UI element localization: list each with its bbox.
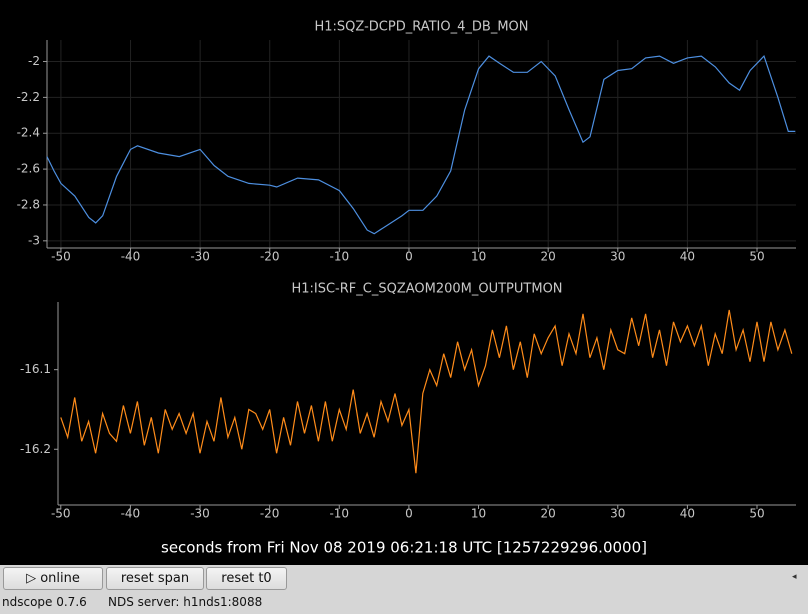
data-line [60, 309, 793, 474]
x-tick-label: 50 [749, 507, 764, 521]
x-tick-label: -20 [260, 507, 280, 521]
x-tick-label: 40 [680, 507, 695, 521]
x-tick-label: 30 [610, 250, 625, 264]
x-tick-label: -50 [51, 250, 71, 264]
x-tick-label: 10 [471, 507, 486, 521]
x-tick-label: 40 [680, 250, 695, 264]
x-tick-label: -20 [260, 250, 280, 264]
x-tick-label: 20 [541, 507, 556, 521]
x-tick-label: 10 [471, 250, 486, 264]
x-tick-label: 0 [405, 250, 413, 264]
online-button[interactable]: ▷ online [3, 567, 103, 590]
version: ndscope 0.7.6 [2, 595, 87, 609]
chart-title: H1:ISC-RF_C_SQZAOM200M_OUTPUTMON [291, 282, 562, 297]
x-tick-label: -10 [330, 250, 350, 264]
reset-t0-button[interactable]: reset t0 [206, 567, 287, 590]
y-tick-label: -3 [28, 233, 40, 247]
x-tick-label: -30 [190, 250, 210, 264]
y-tick-label: -2.2 [17, 90, 40, 104]
y-tick-label: -2.4 [17, 126, 40, 140]
scroll-arrow[interactable]: ◂ [792, 572, 797, 582]
plots: seconds from Fri Nov 08 2019 06:21:18 UT… [0, 0, 808, 565]
x-tick-label: 30 [610, 507, 625, 521]
y-tick-label: -16.2 [20, 442, 51, 456]
x-tick-label: 0 [405, 507, 413, 521]
y-tick-label: -16.1 [20, 362, 51, 376]
x-tick-label: -40 [121, 250, 141, 264]
reset-span-button[interactable]: reset span [106, 567, 204, 590]
x-tick-label: -50 [51, 507, 71, 521]
x-tick-label: 20 [541, 250, 556, 264]
y-tick-label: -2 [28, 54, 40, 68]
y-tick-label: -2.6 [17, 162, 40, 176]
chart: seconds from Fri Nov 08 2019 06:21:18 UT… [17, 20, 796, 557]
x-tick-label: -40 [121, 507, 141, 521]
y-tick-label: -2.8 [17, 197, 40, 211]
x-axis-label: seconds from Fri Nov 08 2019 06:21:18 UT… [161, 539, 647, 557]
chart-title: H1:SQZ-DCPD_RATIO_4_DB_MON [315, 20, 529, 35]
data-line [46, 54, 796, 235]
x-tick-label: -10 [329, 507, 349, 521]
x-tick-label: -30 [190, 507, 210, 521]
x-tick-label: 50 [749, 250, 764, 264]
server: NDS server: h1nds1:8088 [108, 595, 263, 609]
